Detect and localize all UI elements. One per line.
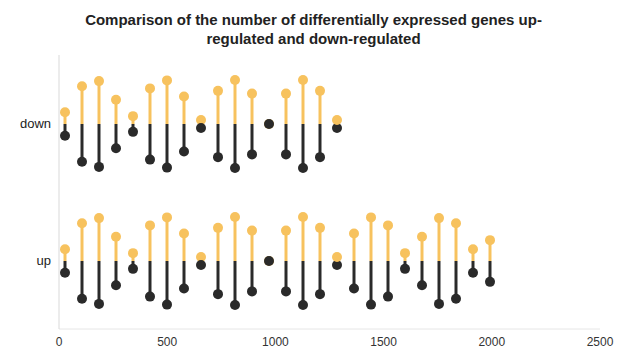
- svg-text:500: 500: [157, 335, 177, 349]
- svg-text:1500: 1500: [370, 335, 397, 349]
- svg-text:2500: 2500: [587, 335, 614, 349]
- svg-text:1000: 1000: [262, 335, 289, 349]
- html-text:Comparison of the number of di: Comparison of the number of differential…: [85, 11, 542, 47]
- svg-text:up: up: [37, 253, 51, 268]
- svg-text:0: 0: [56, 335, 63, 349]
- svg-text:2000: 2000: [478, 335, 505, 349]
- svg-text:down: down: [20, 116, 51, 131]
